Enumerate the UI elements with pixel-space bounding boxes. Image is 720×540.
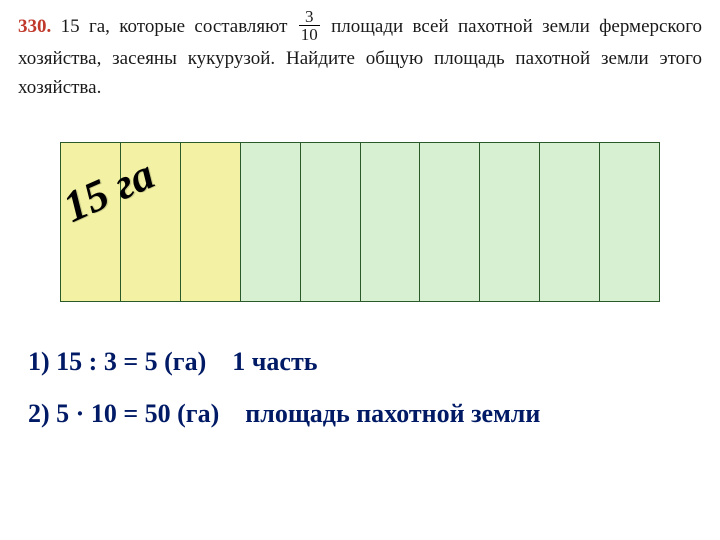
fraction: 3 10 [299,8,320,43]
step-1-calc: 1) 15 : 3 = 5 (га) [28,347,206,376]
fraction-denominator: 10 [299,25,320,43]
bar-cell [301,143,361,301]
bar-cell [540,143,600,301]
bar-cells [60,142,660,302]
bar-cell [181,143,241,301]
step-2-calc: 2) 5 · 10 = 50 (га) [28,399,219,428]
bar-cell [600,143,659,301]
step-2: 2) 5 · 10 = 50 (га) площадь пахотной зем… [28,388,720,440]
step-2-desc: площадь пахотной земли [245,399,540,428]
step-1: 1) 15 : 3 = 5 (га) 1 часть [28,336,720,388]
fraction-bar-diagram: 15 га [60,142,660,302]
solution-steps: 1) 15 : 3 = 5 (га) 1 часть 2) 5 · 10 = 5… [28,336,720,440]
bar-cell [480,143,540,301]
fraction-numerator: 3 [299,8,320,25]
problem-statement: 330. 15 га, которые составляют 3 10 площ… [0,0,720,102]
bar-cell [420,143,480,301]
step-1-desc: 1 часть [232,347,317,376]
bar-cell [361,143,421,301]
bar-cell [241,143,301,301]
problem-text-before: 15 га, которые составляют [61,16,288,37]
problem-number: 330. [18,16,51,37]
